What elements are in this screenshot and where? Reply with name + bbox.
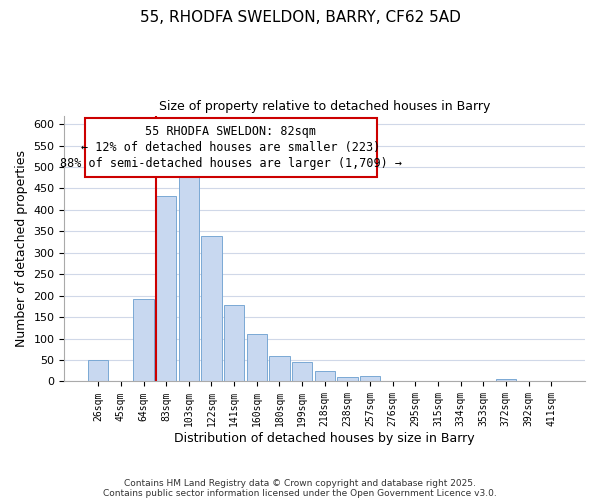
Bar: [88, 360, 109, 382]
Bar: [337, 377, 358, 382]
Y-axis label: Number of detached properties: Number of detached properties: [15, 150, 28, 347]
Bar: [269, 356, 290, 382]
Text: ← 12% of detached houses are smaller (223): ← 12% of detached houses are smaller (22…: [82, 141, 380, 154]
Text: 88% of semi-detached houses are larger (1,709) →: 88% of semi-detached houses are larger (…: [60, 157, 402, 170]
Bar: [292, 362, 312, 382]
Text: Contains public sector information licensed under the Open Government Licence v3: Contains public sector information licen…: [103, 488, 497, 498]
Text: 55 RHODFA SWELDON: 82sqm: 55 RHODFA SWELDON: 82sqm: [145, 125, 316, 138]
Title: Size of property relative to detached houses in Barry: Size of property relative to detached ho…: [159, 100, 490, 113]
Bar: [360, 376, 380, 382]
Bar: [314, 370, 335, 382]
Bar: [179, 174, 199, 382]
X-axis label: Distribution of detached houses by size in Barry: Distribution of detached houses by size …: [175, 432, 475, 445]
Bar: [156, 196, 176, 382]
Text: Contains HM Land Registry data © Crown copyright and database right 2025.: Contains HM Land Registry data © Crown c…: [124, 478, 476, 488]
Bar: [247, 334, 267, 382]
Bar: [496, 380, 516, 382]
Bar: [224, 305, 244, 382]
Bar: [133, 298, 154, 382]
Bar: [201, 236, 221, 382]
FancyBboxPatch shape: [85, 118, 377, 176]
Text: 55, RHODFA SWELDON, BARRY, CF62 5AD: 55, RHODFA SWELDON, BARRY, CF62 5AD: [140, 10, 460, 25]
